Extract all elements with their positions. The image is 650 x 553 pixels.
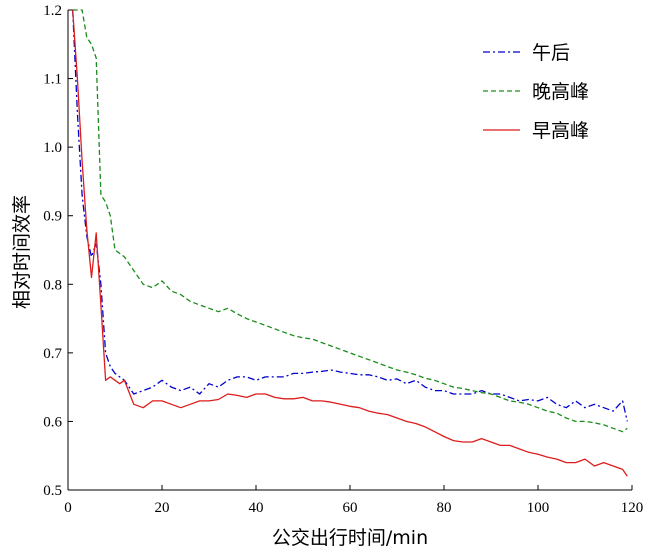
x-axis-title: 公交出行时间/min bbox=[272, 527, 428, 549]
x-tick-label: 20 bbox=[155, 500, 170, 516]
y-tick-label: 0.5 bbox=[43, 483, 62, 499]
x-tick-label: 80 bbox=[437, 500, 452, 516]
x-tick-label: 120 bbox=[621, 500, 644, 516]
x-tick-label: 100 bbox=[527, 500, 550, 516]
series-line-2 bbox=[72, 9, 628, 477]
x-ticks: 0 20 40 60 80 100 120 bbox=[64, 485, 643, 516]
y-ticks: 0.5 0.6 0.7 0.8 0.9 1.0 1.1 1.2 bbox=[43, 3, 73, 499]
legend-label-morning: 早高峰 bbox=[532, 120, 589, 142]
y-tick-label: 1.1 bbox=[43, 72, 62, 88]
y-tick-label: 1.0 bbox=[43, 140, 62, 156]
y-tick-label: 0.7 bbox=[43, 346, 62, 362]
y-tick-label: 1.2 bbox=[43, 3, 62, 19]
series-line-1 bbox=[72, 9, 628, 433]
series-group bbox=[72, 9, 628, 477]
x-tick-label: 0 bbox=[64, 500, 72, 516]
y-tick-label: 0.6 bbox=[43, 414, 62, 430]
x-tick-label: 60 bbox=[343, 500, 358, 516]
y-tick-label: 0.9 bbox=[43, 209, 62, 225]
x-tick-label: 40 bbox=[249, 500, 264, 516]
y-axis-title: 相对时间效率 bbox=[11, 195, 33, 309]
legend-label-evening: 晚高峰 bbox=[532, 81, 589, 103]
legend: 午后 晚高峰 早高峰 bbox=[483, 42, 589, 142]
y-tick-label: 0.8 bbox=[43, 277, 62, 293]
series-line-0 bbox=[72, 9, 628, 422]
legend-label-afternoon: 午后 bbox=[532, 42, 570, 64]
